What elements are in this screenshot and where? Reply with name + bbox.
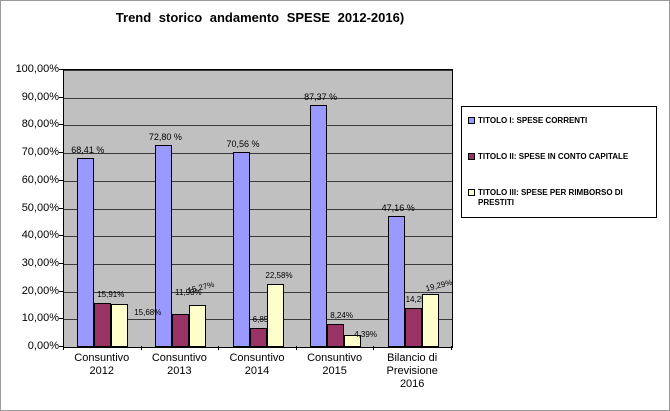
y-tick — [59, 69, 63, 70]
bar-series1-cat5 — [387, 216, 405, 347]
y-tick — [59, 318, 63, 320]
bar-series2-cat3 — [249, 328, 267, 347]
x-category-label: Consuntivo 2014 — [229, 352, 285, 377]
y-tick — [59, 290, 63, 292]
gridline — [64, 180, 452, 182]
gridline — [64, 125, 452, 127]
x-tick — [218, 346, 220, 350]
x-tick — [451, 346, 452, 350]
chart-title: Trend storico andamento SPESE 2012-2016) — [115, 10, 405, 25]
x-category-label: Consuntivo 2015 — [307, 352, 363, 377]
y-tick-label: 50,00% — [21, 201, 59, 214]
gridline — [64, 70, 452, 71]
bar-series2-cat5 — [404, 307, 422, 347]
bar-series3-cat5 — [421, 293, 439, 347]
x-tick — [373, 346, 375, 350]
y-tick-label: 60,00% — [21, 173, 59, 186]
y-tick-label: 30,00% — [21, 256, 59, 269]
data-label: 47,16 % — [381, 203, 415, 214]
bar-series1-cat4 — [310, 105, 328, 347]
y-tick — [59, 207, 63, 209]
y-tick-label: 70,00% — [21, 146, 59, 159]
gridline — [64, 208, 452, 210]
bar-series2-cat4 — [327, 324, 345, 347]
x-tick — [140, 346, 142, 350]
x-axis: Consuntivo 2012 Consuntivo 2013 Consuntivo… — [63, 352, 451, 407]
bar-series1-cat2 — [154, 145, 172, 347]
series3-color-swatch-icon — [468, 189, 475, 196]
data-label: 14,25% — [405, 294, 433, 304]
series2-color-swatch-icon — [468, 153, 475, 160]
legend-label: TITOLO I: SPESE CORRENTI — [478, 116, 588, 125]
y-tick-label: 20,00% — [21, 284, 59, 297]
gridline — [64, 153, 452, 155]
x-category-label: Consuntivo 2013 — [151, 352, 207, 377]
legend-label: TITOLO III: SPESE PER RIMBORSO DI PRESTI… — [478, 188, 623, 207]
data-label: 87,37 % — [304, 91, 338, 102]
data-label: 68,41 % — [71, 144, 105, 155]
y-tick-label: 100,00% — [15, 63, 59, 75]
legend-item: TITOLO I: SPESE CORRENTI — [468, 116, 652, 126]
bar-series2-cat2 — [171, 313, 189, 347]
y-tick — [59, 346, 63, 347]
y-tick — [59, 124, 63, 126]
data-label: 15,68% — [134, 307, 162, 317]
y-tick-label: 80,00% — [21, 118, 59, 131]
plot-area: 68,41 % 72,80 % 70,56 % 87,37 % 47,16 % 15,91… — [63, 69, 453, 348]
data-label: 70,56 % — [226, 138, 260, 149]
x-tick — [295, 346, 297, 350]
y-tick — [59, 96, 63, 98]
gridline — [64, 236, 452, 238]
data-label: 8,24% — [330, 311, 353, 321]
y-tick — [59, 179, 63, 181]
y-tick-label: 0,00% — [27, 340, 59, 352]
x-category-label: Bilancio di Previsione 2016 — [386, 352, 438, 390]
bar-series3-cat3 — [266, 284, 284, 347]
legend: TITOLO I: SPESE CORRENTI TITOLO II: SPES… — [461, 106, 657, 218]
data-label: 4,39% — [354, 329, 377, 339]
y-axis: 0,00% 10,00% 20,00% 30,00% 40,00% 50,00% 60,00… — [1, 63, 59, 352]
gridline — [64, 291, 452, 293]
gridline — [64, 263, 452, 265]
legend-label: TITOLO II: SPESE IN CONTO CAPITALE — [478, 152, 629, 161]
y-tick — [59, 262, 63, 264]
x-tick — [63, 346, 64, 350]
y-tick-label: 10,00% — [21, 312, 59, 325]
bar-series1-cat3 — [232, 151, 250, 347]
legend-item: TITOLO III: SPESE PER RIMBORSO DI PRESTI… — [468, 188, 652, 208]
data-label: 72,80 % — [148, 132, 182, 143]
data-label: 6,85% — [252, 315, 276, 325]
bar-series1-cat1 — [77, 157, 95, 347]
bar-series2-cat1 — [94, 302, 112, 347]
x-category-label: Consuntivo 2012 — [74, 352, 130, 377]
y-tick-label: 40,00% — [21, 229, 59, 242]
data-label: 22,58% — [265, 271, 293, 281]
y-tick — [59, 235, 63, 237]
data-label: 11,93% — [175, 287, 202, 297]
bar-series3-cat2 — [188, 304, 206, 347]
gridline — [64, 97, 452, 99]
bar-series3-cat1 — [111, 303, 129, 347]
series1-color-swatch-icon — [468, 117, 475, 124]
bar-series3-cat4 — [344, 334, 362, 347]
legend-item: TITOLO II: SPESE IN CONTO CAPITALE — [468, 152, 652, 162]
y-tick — [59, 152, 63, 154]
y-tick-label: 90,00% — [21, 90, 59, 103]
gridline — [64, 319, 452, 321]
data-label: 15,91% — [97, 289, 125, 299]
